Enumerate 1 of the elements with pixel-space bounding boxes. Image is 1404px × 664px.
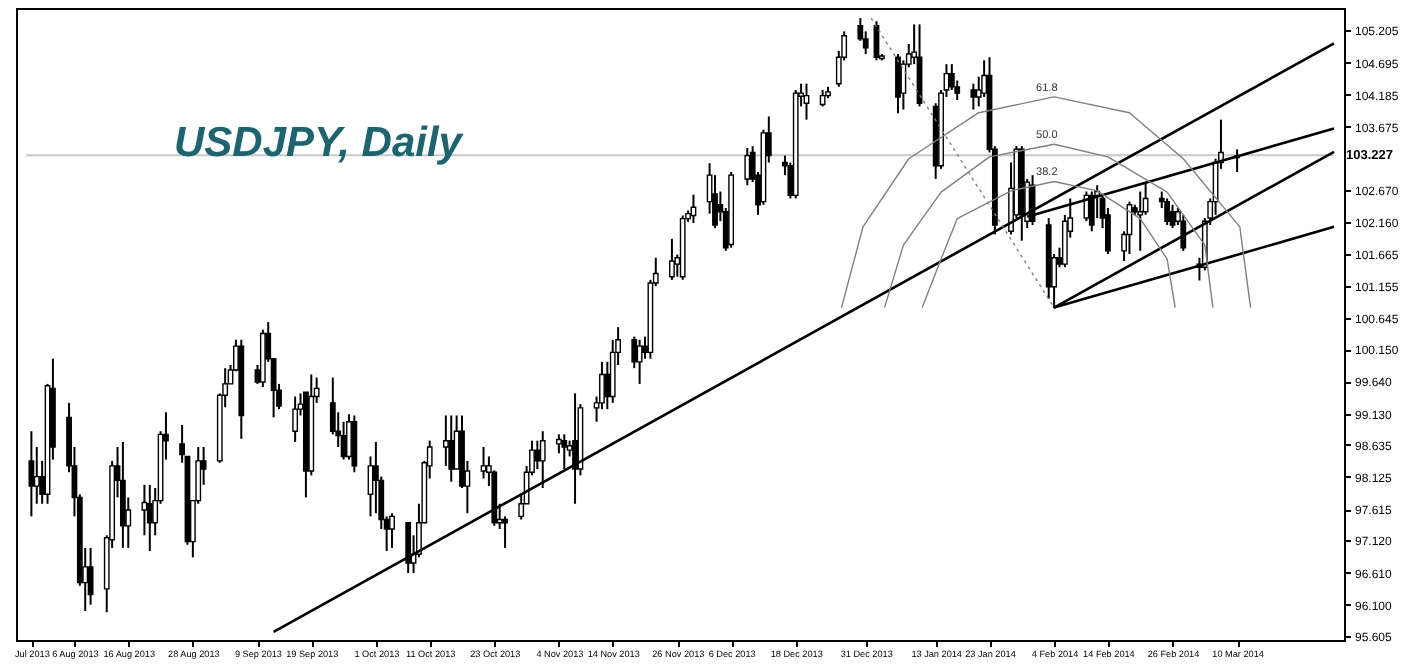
text: USDJPY, Daily [174,120,465,166]
